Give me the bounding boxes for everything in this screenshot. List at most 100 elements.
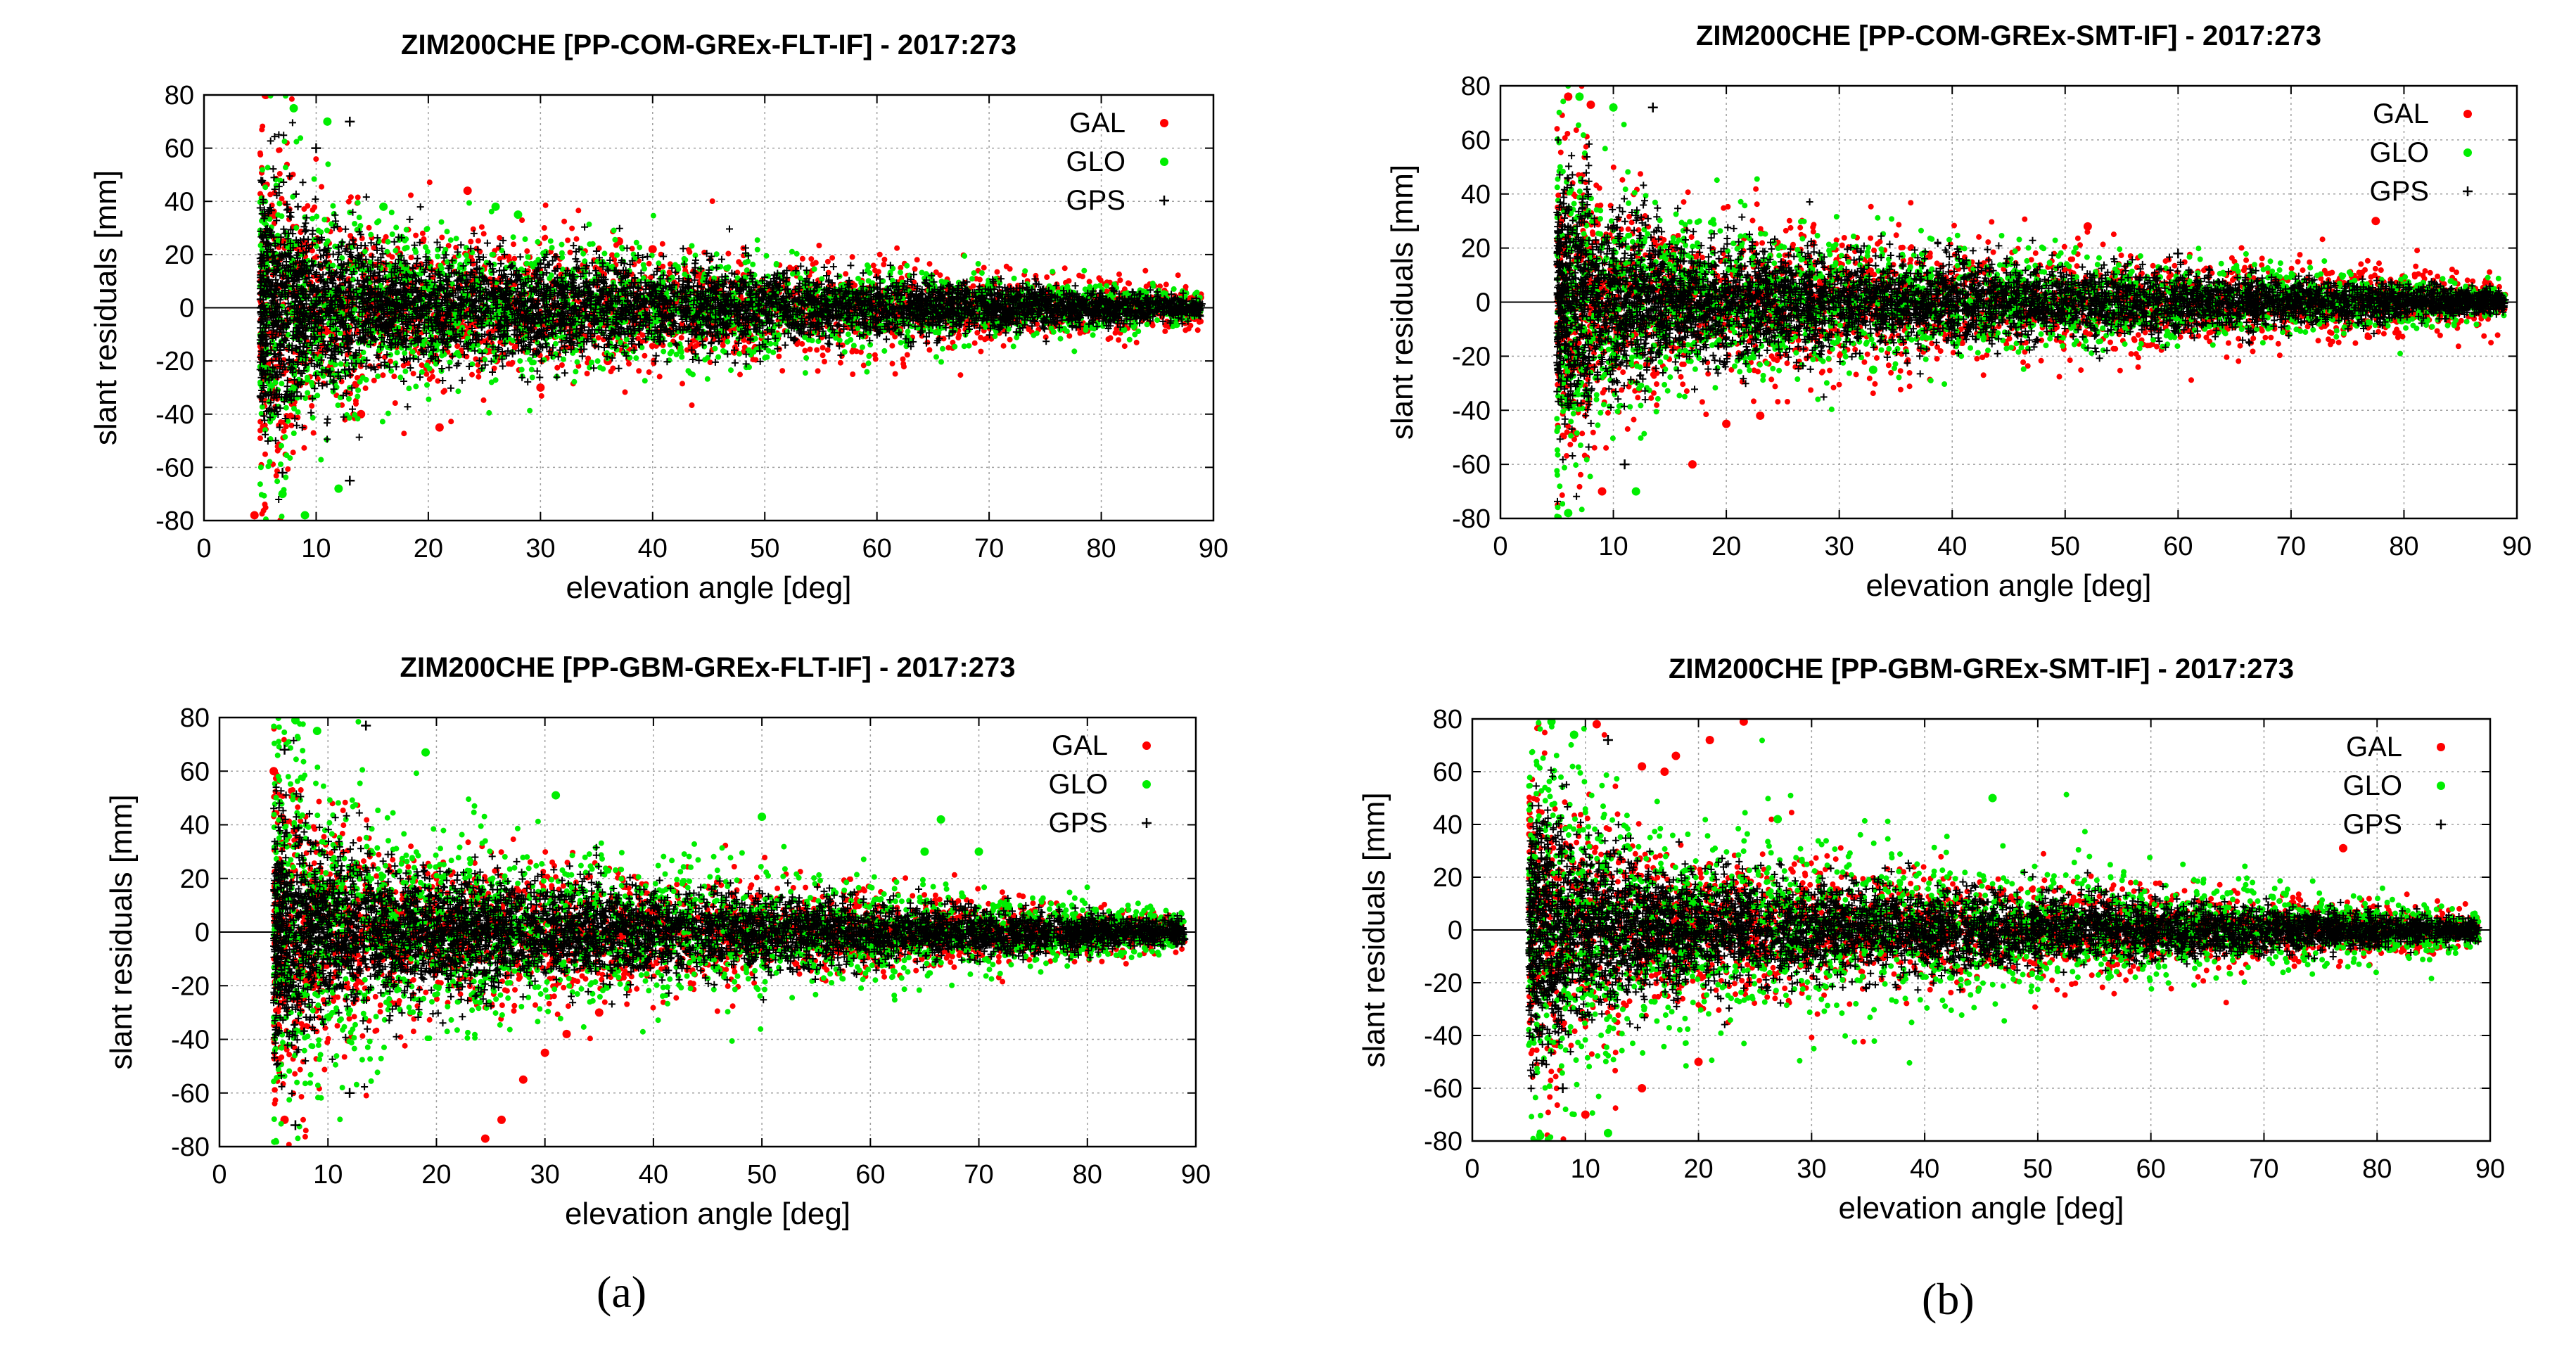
data-point [1671,752,1680,760]
chart-com-flt: ZIM200CHE [PP-COM-GREx-FLT-IF] - 2017:27… [0,0,1266,633]
data-point [421,748,430,757]
data-point [514,210,522,219]
data-point [435,423,444,432]
x-tick-label: 10 [1598,532,1628,561]
y-axis-label: slant residuals [mm] [1385,165,1420,440]
x-tick-label: 70 [974,534,1004,563]
x-tick-label: 30 [1825,532,1854,561]
y-tick-label: -60 [171,1079,210,1109]
data-point [2084,222,2092,231]
y-tick-label: -40 [1424,1021,1462,1051]
data-point [536,383,544,392]
y-tick-label: -60 [1452,450,1491,480]
data-point [551,791,560,800]
x-axis-label: elevation angle [deg] [566,570,851,605]
data-point [269,767,278,775]
legend-marker [1160,119,1168,127]
y-tick-label: -80 [1424,1127,1462,1156]
legend-marker [2463,186,2473,196]
legend-marker [2437,782,2445,790]
x-tick-label: 80 [1086,534,1116,563]
data-point [361,720,371,730]
chart-title: ZIM200CHE [PP-GBM-GREx-FLT-IF] - 2017:27… [400,652,1016,683]
data-point [1609,103,1618,112]
y-tick-label: -60 [155,453,194,483]
x-tick-label: 40 [638,534,668,563]
data-point [1604,1129,1612,1137]
caption-a: (a) [597,1266,646,1318]
plot-area [250,91,1206,523]
x-tick-label: 70 [2249,1154,2278,1184]
x-tick-label: 30 [525,534,555,563]
legend-label: GLO [2343,770,2402,801]
data-point [492,203,500,211]
x-tick-label: 50 [747,1160,777,1190]
data-point [1570,731,1579,739]
data-point [1598,487,1607,496]
y-tick-label: -40 [171,1026,210,1055]
y-tick-label: 40 [1433,810,1462,840]
y-tick-label: 40 [180,811,210,841]
data-point [379,203,388,211]
y-tick-label: 60 [165,134,194,164]
data-point [1648,103,1658,113]
data-point [345,1088,355,1098]
y-tick-label: -80 [171,1133,210,1162]
legend-label: GPS [1066,185,1126,216]
data-point [1593,720,1601,729]
y-tick-label: -20 [1452,342,1491,371]
data-point [1620,459,1630,469]
data-point [1756,412,1764,420]
x-tick-label: 50 [2023,1154,2053,1184]
caption-b: (b) [1922,1273,1975,1325]
x-tick-label: 20 [1711,532,1741,561]
y-tick-label: -40 [1452,396,1491,426]
legend-label: GLO [2370,137,2429,168]
legend-label: GLO [1049,769,1108,800]
legend-marker [2463,110,2472,118]
x-axis-label: elevation angle [deg] [1866,568,2151,603]
y-tick-label: -80 [1452,504,1491,534]
x-tick-label: 10 [1571,1154,1600,1184]
y-axis-label: slant residuals [mm] [1357,792,1391,1067]
data-point [1575,92,1583,101]
legend-label: GLO [1066,146,1126,177]
chart-panel-bottom-right: ZIM200CHE [PP-GBM-GREx-SMT-IF] - 2017:27… [1294,633,2576,1256]
data-point [1869,366,1877,374]
y-tick-label: 0 [179,294,194,324]
y-tick-label: -20 [1424,969,1462,998]
data-point [323,117,331,126]
y-tick-label: 80 [1461,72,1491,101]
data-point [1632,487,1640,496]
x-tick-label: 30 [530,1160,560,1190]
y-tick-label: 0 [1448,916,1462,945]
x-tick-label: 90 [2502,532,2532,561]
x-tick-label: 80 [2362,1154,2392,1184]
x-tick-label: 40 [1910,1154,1939,1184]
x-tick-label: 50 [750,534,779,563]
x-tick-label: 90 [1199,534,1228,563]
y-tick-label: 20 [1461,234,1491,264]
y-tick-label: 20 [1433,863,1462,893]
legend-label: GAL [1069,108,1126,139]
data-point [334,485,343,493]
data-point [1581,1111,1590,1119]
chart-gbm-flt: ZIM200CHE [PP-GBM-GREx-FLT-IF] - 2017:27… [0,633,1266,1252]
legend-label: GAL [2346,732,2402,763]
chart-gbm-smt: ZIM200CHE [PP-GBM-GREx-SMT-IF] - 2017:27… [1294,633,2576,1252]
data-point [1773,815,1782,824]
data-point [595,1008,604,1016]
data-point [250,511,259,519]
chart-title: ZIM200CHE [PP-GBM-GREx-SMT-IF] - 2017:27… [1669,654,2294,684]
y-tick-label: 60 [180,757,210,786]
x-tick-label: 20 [421,1160,451,1190]
x-tick-label: 80 [2389,532,2418,561]
data-point [541,1049,549,1057]
x-tick-label: 0 [1465,1154,1479,1184]
legend-label: GPS [2343,809,2402,840]
y-tick-label: 40 [1461,180,1491,210]
legend: GAL GLO GPS [2343,732,2446,840]
y-tick-label: 0 [195,918,210,948]
x-tick-label: 20 [1683,1154,1713,1184]
data-point [279,490,287,498]
